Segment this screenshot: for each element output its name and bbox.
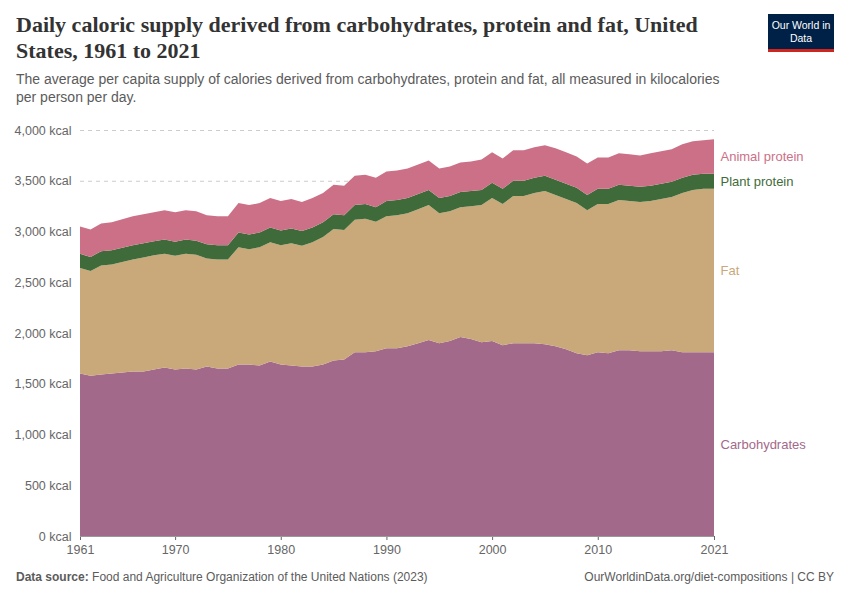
html-text:Data source: Food and Agricult: Data source: Food and Agriculture Organi… xyxy=(16,570,428,584)
svg-text:Animal protein: Animal protein xyxy=(721,149,804,164)
svg-text:1970: 1970 xyxy=(162,543,190,557)
svg-text:3,000 kcal: 3,000 kcal xyxy=(15,225,72,239)
svg-text:Carbohydrates: Carbohydrates xyxy=(721,437,807,452)
svg-text:1990: 1990 xyxy=(373,543,401,557)
svg-text:1961: 1961 xyxy=(67,543,95,557)
html-text:Daily caloric supply derived f: Daily caloric supply derived from carboh… xyxy=(16,12,698,63)
svg-text:2,000 kcal: 2,000 kcal xyxy=(15,327,72,341)
svg-text:2000: 2000 xyxy=(479,543,507,557)
html-text:OurWorldinData.org/diet-compos: OurWorldinData.org/diet-compositions | C… xyxy=(584,570,834,584)
svg-text:1980: 1980 xyxy=(267,543,295,557)
svg-text:500 kcal: 500 kcal xyxy=(25,479,72,493)
svg-text:3,500 kcal: 3,500 kcal xyxy=(15,174,72,188)
svg-text:4,000 kcal: 4,000 kcal xyxy=(15,124,72,138)
svg-text:2,500 kcal: 2,500 kcal xyxy=(15,276,72,290)
svg-text:1,000 kcal: 1,000 kcal xyxy=(15,428,72,442)
svg-text:1,500 kcal: 1,500 kcal xyxy=(15,377,72,391)
html-text:Our World in Data: Our World in Data xyxy=(771,19,831,44)
svg-text:2010: 2010 xyxy=(584,543,612,557)
svg-text:0 kcal: 0 kcal xyxy=(39,530,72,544)
svg-text:Fat: Fat xyxy=(721,263,740,278)
svg-text:2021: 2021 xyxy=(701,543,729,557)
html-text:The average per capita supply: The average per capita supply of calorie… xyxy=(16,71,720,105)
svg-text:Plant protein: Plant protein xyxy=(721,174,794,189)
